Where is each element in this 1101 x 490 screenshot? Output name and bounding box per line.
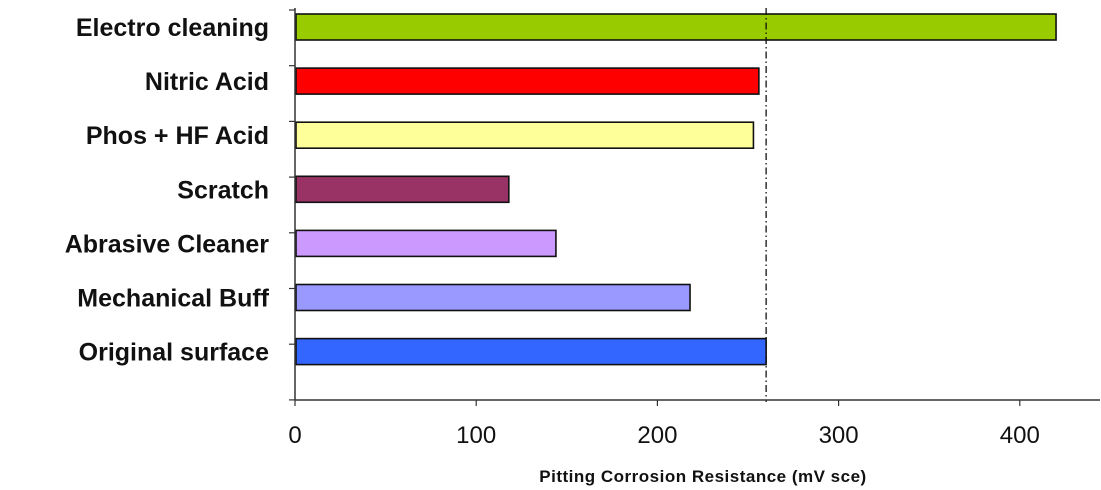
x-tick-label: 400 <box>1000 422 1040 449</box>
bar <box>295 283 691 312</box>
category-label: Original surface <box>79 339 269 367</box>
category-label: Phos + HF Acid <box>86 122 269 150</box>
x-axis-title: Pitting Corrosion Resistance (mV sce) <box>539 467 866 486</box>
category-label: Electro cleaning <box>76 14 269 42</box>
category-label: Scratch <box>177 176 269 204</box>
bar <box>295 229 557 258</box>
x-tick-label: 0 <box>288 422 301 449</box>
bar <box>295 175 510 204</box>
bar <box>295 67 760 95</box>
x-tick-label: 200 <box>637 422 677 449</box>
category-label: Nitric Acid <box>145 68 269 96</box>
x-tick-label: 100 <box>456 422 496 449</box>
bar <box>295 121 755 149</box>
plot-area: Electro cleaning Nitric Acid Phos + HF Aci… <box>65 8 1100 449</box>
category-label: Abrasive Cleaner <box>65 230 270 258</box>
x-tick-label: 300 <box>819 422 859 449</box>
bar <box>295 337 767 366</box>
category-label: Mechanical Buff <box>77 285 269 313</box>
bar <box>295 13 1057 41</box>
